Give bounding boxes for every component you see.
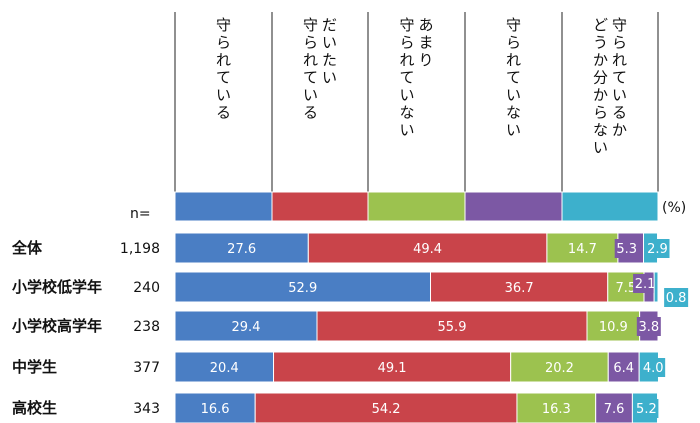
data-label: 49.1 xyxy=(378,361,407,376)
bar-row: 中学生 377 20.4 49.1 20.2 6.4 4.0 xyxy=(12,351,666,383)
data-label: 29.4 xyxy=(232,320,261,335)
data-label: 7.5 xyxy=(616,281,637,296)
data-label: 20.2 xyxy=(545,361,574,376)
n-value: 377 xyxy=(133,360,160,376)
chart-rows: 全体 1,198 27.6 49.4 14.7 5.3 2.9 小学校低学年 240 52.9 36… xyxy=(11,232,689,423)
bar-segment xyxy=(174,351,275,383)
bar-segment xyxy=(174,310,318,342)
data-label: 2.9 xyxy=(647,242,668,257)
n-value: 238 xyxy=(133,319,160,335)
data-label: 0.8 xyxy=(666,291,687,306)
data-label: 49.4 xyxy=(413,242,442,257)
data-label: 7.6 xyxy=(604,402,625,417)
data-label: 5.3 xyxy=(616,242,637,257)
data-label: 5.2 xyxy=(636,402,657,417)
legend-title-2: あまり守られていない xyxy=(399,16,433,139)
data-label-bg xyxy=(636,317,661,336)
n-value: 1,198 xyxy=(120,241,160,257)
legend-swatch-3 xyxy=(464,191,563,222)
bar-segment xyxy=(430,271,609,303)
bar-segment xyxy=(273,351,512,383)
bar-segment xyxy=(510,351,609,383)
data-label: 16.3 xyxy=(542,402,571,417)
data-label: 4.0 xyxy=(643,361,664,376)
bar-row: 全体 1,198 27.6 49.4 14.7 5.3 2.9 xyxy=(11,232,670,264)
legend-title-4: 守られているかどうか分からない xyxy=(593,16,627,157)
bar-segment xyxy=(174,271,432,303)
bar-segment xyxy=(653,271,659,303)
data-label: 55.9 xyxy=(438,320,467,335)
data-label: 3.8 xyxy=(638,320,659,335)
data-label: 2.1 xyxy=(635,277,656,292)
data-label: 36.7 xyxy=(505,281,534,296)
legend-header-dividers xyxy=(174,12,659,192)
data-label: 10.9 xyxy=(599,320,628,335)
n-header-label: n= xyxy=(130,206,151,222)
legend-swatch-1 xyxy=(271,191,369,222)
data-label: 52.9 xyxy=(288,281,317,296)
legend-title-3: 守られていない xyxy=(506,16,521,139)
bar-segment xyxy=(254,392,518,423)
bar-row: 小学校高学年 238 29.4 55.9 10.9 3.8 xyxy=(12,310,661,342)
bar-segment xyxy=(174,392,256,423)
n-value: 240 xyxy=(133,280,160,296)
data-label-bg xyxy=(634,399,659,418)
legend-header-titles: 守られている だいたい守られている あまり守られていない 守られていない 守られているか… xyxy=(216,16,627,157)
data-label: 20.4 xyxy=(210,361,239,376)
bar-segment xyxy=(316,310,588,342)
data-label-bg xyxy=(641,358,666,377)
category-label: 高校生 xyxy=(12,399,57,417)
data-label-bg xyxy=(633,274,658,293)
legend-swatch-2 xyxy=(367,191,466,222)
category-label: 中学生 xyxy=(12,358,57,376)
legend-title-1: だいたい守られている xyxy=(303,16,337,122)
data-label: 27.6 xyxy=(227,242,256,257)
legend-swatch-4 xyxy=(561,191,659,222)
data-label: 16.6 xyxy=(201,402,230,417)
category-label: 全体 xyxy=(11,239,43,257)
category-label: 小学校高学年 xyxy=(12,317,102,335)
bar-row: 小学校低学年 240 52.9 36.7 7.52.1 0.8 xyxy=(12,271,689,307)
data-label-bg xyxy=(645,239,670,258)
category-label: 小学校低学年 xyxy=(12,278,102,296)
data-label-bg xyxy=(664,288,689,307)
n-value: 343 xyxy=(133,401,160,417)
data-label: 54.2 xyxy=(372,402,401,417)
bar-segment xyxy=(586,310,641,342)
legend-title-0: 守られている xyxy=(216,16,231,122)
legend-swatches xyxy=(174,191,659,222)
legend-swatch-0 xyxy=(174,191,273,222)
unit-label: (%) xyxy=(662,200,686,216)
data-label-bg xyxy=(614,239,639,258)
data-label: 14.7 xyxy=(568,242,597,257)
data-label: 6.4 xyxy=(613,361,634,376)
bar-row: 高校生 343 16.6 54.2 16.3 7.6 5.2 xyxy=(12,392,659,423)
bar-segment xyxy=(174,232,309,264)
